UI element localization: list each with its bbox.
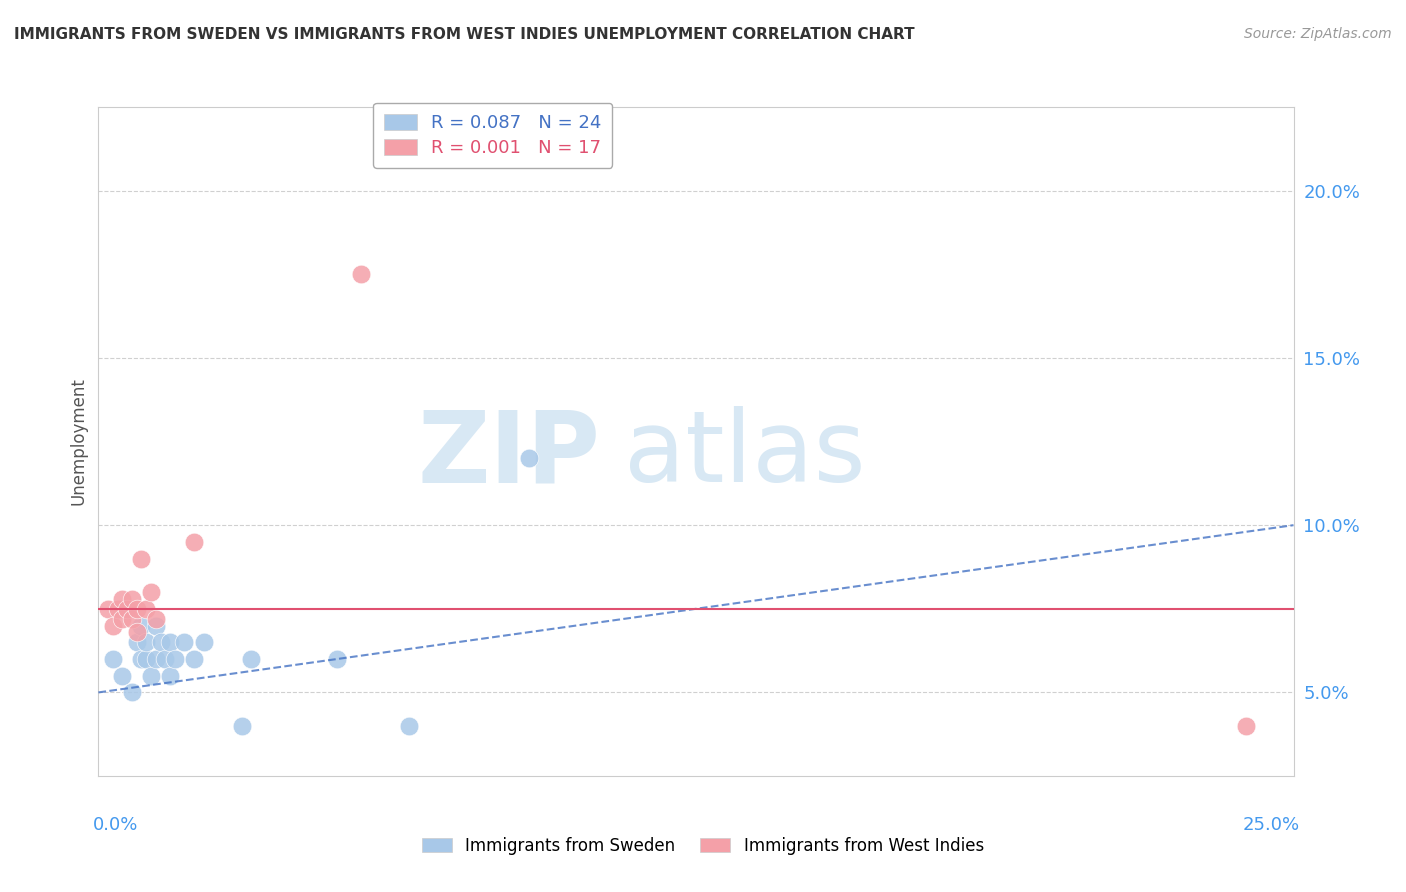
Point — [111, 669, 134, 683]
Point — [111, 591, 134, 606]
Point — [155, 652, 177, 666]
Text: atlas: atlas — [624, 407, 866, 503]
Point — [159, 669, 181, 683]
Point — [121, 612, 143, 626]
Point — [149, 635, 172, 649]
Point — [135, 652, 157, 666]
Point — [183, 534, 205, 549]
Point — [145, 618, 167, 632]
Point — [145, 652, 167, 666]
Point — [121, 591, 143, 606]
Y-axis label: Unemployment: Unemployment — [69, 377, 87, 506]
Text: 0.0%: 0.0% — [93, 816, 138, 834]
Point — [135, 601, 157, 615]
Point — [183, 652, 205, 666]
Point — [326, 652, 349, 666]
Point — [131, 652, 153, 666]
Text: 25.0%: 25.0% — [1243, 816, 1299, 834]
Point — [101, 618, 124, 632]
Point — [101, 652, 124, 666]
Point — [135, 635, 157, 649]
Legend: Immigrants from Sweden, Immigrants from West Indies: Immigrants from Sweden, Immigrants from … — [415, 830, 991, 862]
Legend: R = 0.087   N = 24, R = 0.001   N = 17: R = 0.087 N = 24, R = 0.001 N = 17 — [374, 103, 612, 168]
Point — [121, 685, 143, 699]
Point — [145, 612, 167, 626]
Point — [107, 601, 129, 615]
Point — [139, 585, 162, 599]
Point — [517, 451, 540, 466]
Point — [240, 652, 263, 666]
Point — [125, 601, 148, 615]
Point — [139, 669, 162, 683]
Point — [163, 652, 186, 666]
Point — [173, 635, 195, 649]
Text: Source: ZipAtlas.com: Source: ZipAtlas.com — [1244, 27, 1392, 41]
Text: ZIP: ZIP — [418, 407, 600, 503]
Point — [115, 601, 138, 615]
Point — [125, 635, 148, 649]
Point — [97, 601, 120, 615]
Text: IMMIGRANTS FROM SWEDEN VS IMMIGRANTS FROM WEST INDIES UNEMPLOYMENT CORRELATION C: IMMIGRANTS FROM SWEDEN VS IMMIGRANTS FRO… — [14, 27, 915, 42]
Point — [131, 618, 153, 632]
Point — [125, 625, 148, 640]
Point — [1234, 719, 1257, 733]
Point — [398, 719, 420, 733]
Point — [111, 612, 134, 626]
Point — [350, 268, 373, 282]
Point — [231, 719, 253, 733]
Point — [193, 635, 215, 649]
Point — [131, 551, 153, 566]
Point — [159, 635, 181, 649]
